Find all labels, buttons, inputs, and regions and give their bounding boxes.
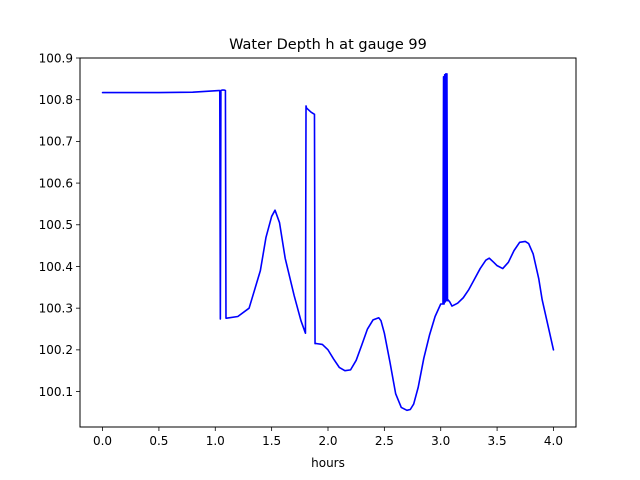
y-tick-label: 100.8 (39, 93, 73, 107)
y-tick-label: 100.9 (39, 51, 73, 65)
x-tick-label: 0.5 (149, 434, 168, 448)
y-tick-label: 100.1 (39, 385, 73, 399)
y-tick-label: 100.6 (39, 176, 73, 190)
chart-title: Water Depth h at gauge 99 (229, 37, 427, 53)
x-tick-label: 1.0 (206, 434, 225, 448)
y-tick-label: 100.2 (39, 343, 73, 357)
x-tick-label: 3.5 (488, 434, 507, 448)
y-tick-label: 100.5 (39, 218, 73, 232)
x-tick-label: 4.0 (544, 434, 563, 448)
x-tick-label: 3.0 (431, 434, 450, 448)
x-tick-label: 0.0 (93, 434, 112, 448)
y-axis: 100.1 100.2 100.3 100.4 100.5 100.6 100.7 100.8… (39, 51, 80, 399)
series-layer (101, 73, 555, 412)
y-tick-label: 100.7 (39, 135, 73, 149)
x-tick-label: 2.0 (318, 434, 337, 448)
series-line-0 (101, 73, 555, 412)
x-axis-label: hours (311, 456, 345, 470)
x-tick-label: 1.5 (262, 434, 281, 448)
x-axis: 0.0 0.5 1.0 1.5 2.0 2.5 3.0 3.5 4.0 (93, 427, 563, 448)
y-tick-label: 100.4 (39, 260, 73, 274)
x-tick-label: 2.5 (375, 434, 394, 448)
y-tick-label: 100.3 (39, 301, 73, 315)
plot-area (80, 58, 576, 427)
